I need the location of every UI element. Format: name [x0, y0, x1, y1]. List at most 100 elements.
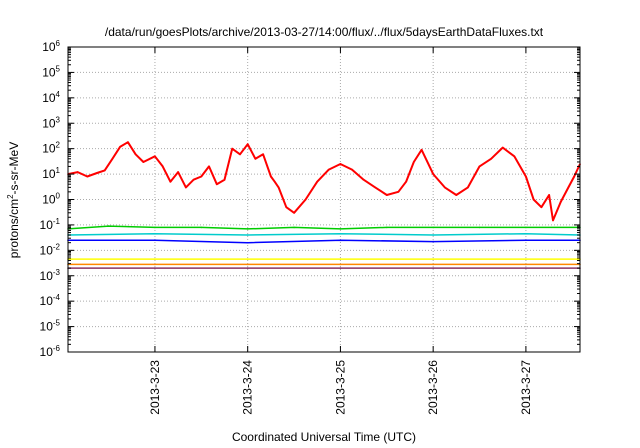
data-point — [246, 263, 249, 266]
data-point — [96, 172, 98, 174]
y-tick-label: 104 — [42, 90, 60, 105]
data-point — [111, 158, 114, 160]
data-point — [154, 263, 156, 266]
y-tick-label-exp: -1 — [53, 217, 61, 226]
data-point — [525, 175, 527, 178]
data-point — [216, 183, 218, 185]
data-point — [386, 194, 388, 196]
data-point — [273, 180, 276, 183]
y-tick-label: 10-6 — [40, 344, 61, 359]
data-point — [293, 226, 295, 229]
y-axis: 10-610-510-410-310-210-11001011021031041… — [40, 39, 580, 359]
data-point — [397, 191, 400, 193]
data-point — [432, 267, 435, 269]
data-point — [559, 201, 562, 203]
data-point — [328, 168, 330, 171]
data-point — [246, 234, 249, 236]
data-point — [432, 173, 435, 175]
data-point — [246, 267, 249, 269]
x-tick-label: 2013-3-23 — [148, 360, 162, 415]
data-point — [432, 234, 435, 236]
y-tick-label-exp: -2 — [53, 242, 61, 251]
y-tick-label-exp: 0 — [56, 192, 61, 201]
data-point — [185, 186, 187, 189]
y-tick-label: 10-2 — [40, 242, 61, 257]
data-point — [513, 155, 516, 158]
series-line — [68, 239, 580, 244]
data-point — [127, 141, 129, 143]
series-line — [67, 141, 581, 222]
data-point — [567, 186, 570, 189]
y-tick-label: 103 — [42, 115, 60, 130]
data-point — [192, 178, 195, 181]
data-point — [177, 171, 179, 173]
data-point — [432, 263, 435, 266]
y-axis-label: protons/cm2-s-sr-MeV — [6, 142, 21, 258]
data-point — [285, 206, 288, 208]
data-point — [200, 226, 203, 229]
y-tick-label-exp: -4 — [53, 293, 61, 302]
data-point — [200, 175, 203, 178]
y-tick-label-base: 10 — [42, 142, 56, 156]
data-point — [304, 198, 307, 201]
x-tick-label: 2013-3-24 — [241, 360, 255, 415]
data-point — [154, 155, 156, 158]
y-tick-label: 106 — [42, 39, 60, 54]
data-point — [552, 219, 554, 222]
data-point — [339, 267, 342, 269]
data-point — [444, 186, 446, 189]
y-tick-label-exp: -5 — [53, 319, 61, 328]
y-tick-label-exp: 2 — [56, 141, 61, 150]
data-point — [432, 258, 435, 260]
y-tick-label-base: 10 — [40, 320, 54, 334]
data-point — [223, 178, 226, 181]
data-point — [532, 198, 535, 201]
data-point — [154, 232, 156, 235]
data-point — [501, 146, 504, 149]
data-point — [374, 186, 377, 189]
data-point — [76, 171, 79, 173]
y-tick-label: 102 — [42, 141, 60, 156]
y-tick-label-base: 10 — [42, 116, 56, 130]
chart-title: /data/run/goesPlots/archive/2013-03-27/1… — [105, 25, 544, 39]
data-point — [154, 258, 156, 260]
data-point — [386, 226, 388, 229]
data-point — [525, 267, 527, 269]
data-point — [293, 212, 295, 214]
data-point — [246, 228, 249, 230]
y-tick-label: 10-5 — [40, 319, 61, 334]
data-point — [86, 175, 89, 178]
y-tick-label: 10-3 — [40, 268, 61, 283]
y-tick-label-base: 10 — [42, 193, 56, 207]
data-point — [231, 147, 233, 150]
series-line — [67, 225, 580, 230]
data-point — [142, 161, 145, 163]
data-point — [525, 263, 527, 266]
data-point — [490, 158, 492, 160]
data-point — [270, 175, 272, 178]
data-point — [154, 267, 156, 269]
y-tick-label-exp: -3 — [53, 268, 61, 277]
data-point — [246, 258, 249, 260]
data-point — [254, 158, 257, 160]
x-tick-label: 2013-3-27 — [519, 360, 533, 415]
y-tick-label-exp: -6 — [53, 344, 61, 353]
data-point — [339, 232, 342, 235]
data-point — [239, 153, 241, 156]
data-point — [478, 165, 481, 168]
y-tick-label-base: 10 — [42, 91, 56, 105]
data-point — [107, 225, 110, 227]
y-tick-label-exp: 1 — [56, 166, 61, 175]
y-tick-label-exp: 3 — [56, 115, 61, 124]
data-point — [525, 232, 527, 235]
grid — [68, 47, 580, 352]
data-point — [351, 168, 353, 171]
y-tick-label: 101 — [42, 166, 60, 181]
y-tick-label: 10-1 — [40, 217, 61, 232]
data-point — [339, 263, 342, 266]
data-point — [540, 206, 543, 208]
data-point — [246, 241, 249, 244]
data-point — [525, 226, 527, 229]
data-point — [208, 165, 210, 168]
